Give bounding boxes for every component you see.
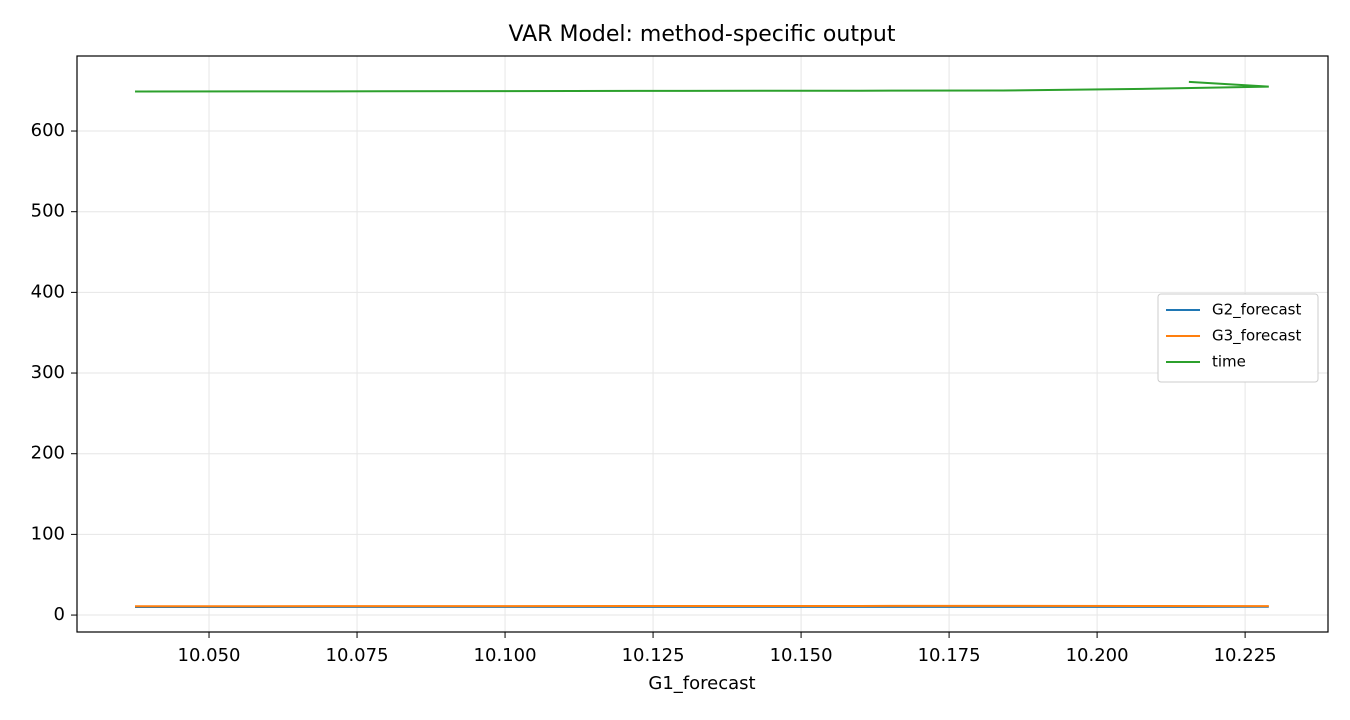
x-tick-label: 10.175 (918, 645, 981, 666)
y-tick-label: 300 (31, 362, 65, 383)
y-tick-label: 100 (31, 523, 65, 544)
x-tick-label: 10.150 (770, 645, 833, 666)
x-tick-label: 10.125 (622, 645, 685, 666)
legend-label: time (1212, 353, 1246, 371)
y-tick-label: 0 (54, 604, 65, 625)
x-tick-label: 10.200 (1066, 645, 1129, 666)
x-tick-label: 10.050 (178, 645, 241, 666)
y-tick-label: 400 (31, 281, 65, 302)
y-tick-label: 500 (31, 201, 65, 222)
legend-label: G3_forecast (1212, 327, 1301, 346)
x-tick-label: 10.075 (326, 645, 389, 666)
y-tick-label: 200 (31, 443, 65, 464)
x-tick-label: 10.225 (1214, 645, 1277, 666)
x-axis-label: G1_forecast (648, 673, 755, 694)
chart-title: VAR Model: method-specific output (508, 22, 895, 47)
plot-frame (76, 55, 1329, 633)
legend-box (1157, 293, 1319, 383)
line-series (135, 80, 1269, 93)
legend-label: G2_forecast (1212, 301, 1301, 320)
y-tick-label: 600 (31, 120, 65, 141)
x-tick-label: 10.100 (474, 645, 537, 666)
